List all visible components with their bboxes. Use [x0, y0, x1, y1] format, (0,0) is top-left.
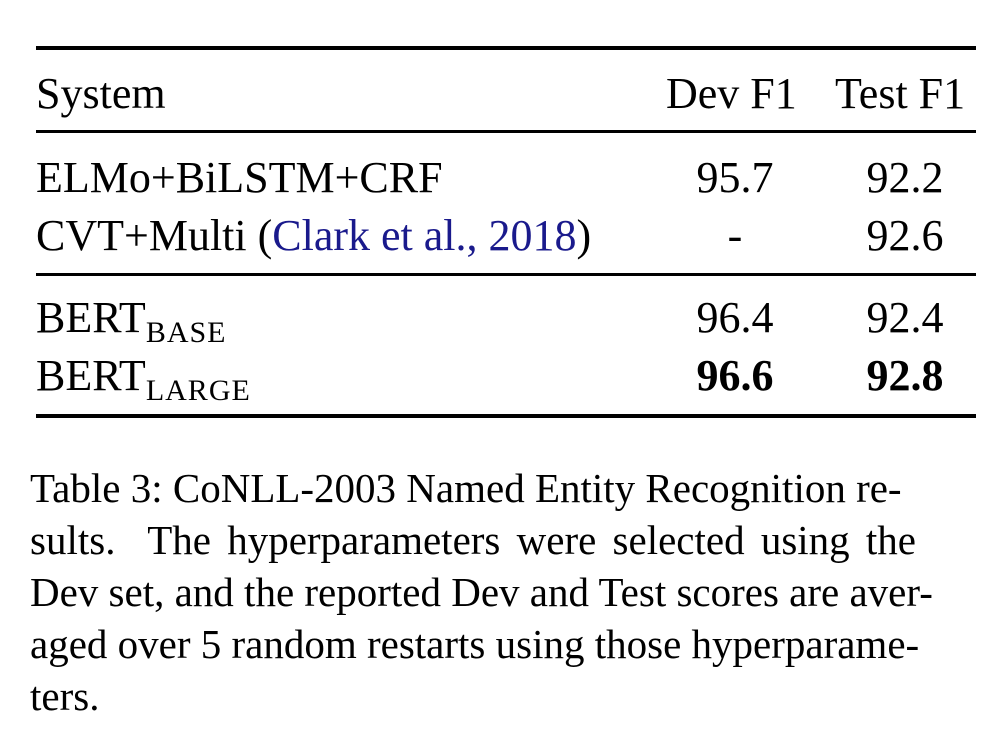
- caption-line-5: ters.: [30, 673, 100, 719]
- caption-line-2: sults. The hyperparameters were selected…: [30, 517, 917, 563]
- caption-line-1: Table 3: CoNLL-2003 Named Entity Recogni…: [30, 465, 902, 511]
- header-rule: [36, 130, 976, 133]
- row-bert-large-dev: 96.6: [696, 351, 774, 400]
- bert-base-name: BERT: [36, 293, 146, 342]
- top-rule: [36, 46, 976, 50]
- row-bert-large-system: BERTLARGE: [36, 351, 251, 406]
- citation-link[interactable]: Clark et al., 2018: [272, 211, 577, 260]
- group-rule: [36, 273, 976, 276]
- row-bert-large-test: 92.8: [866, 351, 944, 400]
- row-cvt-suffix: ): [576, 211, 592, 260]
- caption-line-3: Dev set, and the reported Dev and Test s…: [30, 569, 933, 615]
- bert-base-subscript: BASE: [145, 316, 227, 349]
- row-elmo-test: 92.2: [866, 153, 944, 202]
- bert-large-subscript: LARGE: [145, 374, 251, 407]
- bert-large-name: BERT: [36, 351, 146, 400]
- bottom-rule: [36, 414, 976, 418]
- header-test-f1: Test F1: [835, 69, 966, 118]
- row-cvt-test: 92.6: [866, 211, 944, 260]
- header-dev-f1: Dev F1: [666, 69, 797, 118]
- row-bert-base-system: BERTBASE: [36, 293, 227, 348]
- row-elmo-dev: 95.7: [696, 153, 774, 202]
- row-cvt-dev: -: [727, 211, 743, 260]
- row-elmo-system: ELMo+BiLSTM+CRF: [36, 153, 443, 202]
- row-cvt-name: CVT+Multi (: [36, 211, 273, 260]
- row-bert-base-test: 92.4: [866, 293, 944, 342]
- row-cvt-system: CVT+Multi (Clark et al., 2018): [36, 214, 591, 258]
- row-bert-base-dev: 96.4: [696, 293, 774, 342]
- header-system: System: [36, 69, 166, 118]
- caption-line-4: aged over 5 random restarts using those …: [30, 621, 920, 667]
- table-caption: Table 3: CoNLL-2003 Named Entity Recogni…: [30, 462, 984, 722]
